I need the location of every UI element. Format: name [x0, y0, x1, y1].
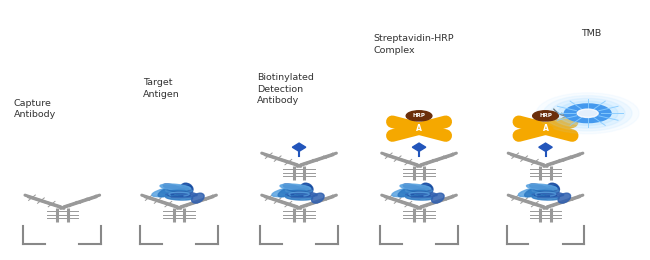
Ellipse shape — [283, 185, 296, 190]
Ellipse shape — [181, 183, 193, 194]
Ellipse shape — [172, 187, 188, 192]
Ellipse shape — [417, 191, 428, 199]
Ellipse shape — [192, 193, 204, 203]
Ellipse shape — [530, 184, 550, 192]
Text: TMB: TMB — [581, 29, 601, 38]
Ellipse shape — [177, 191, 187, 199]
Polygon shape — [292, 143, 306, 151]
Polygon shape — [539, 143, 552, 151]
Ellipse shape — [283, 184, 303, 192]
Ellipse shape — [530, 185, 543, 190]
Ellipse shape — [518, 187, 549, 197]
Ellipse shape — [538, 187, 554, 192]
Ellipse shape — [311, 193, 324, 203]
Ellipse shape — [406, 195, 433, 200]
Text: HRP: HRP — [539, 113, 552, 118]
Circle shape — [564, 104, 611, 123]
Ellipse shape — [412, 187, 428, 192]
Text: HRP: HRP — [413, 113, 426, 118]
Ellipse shape — [280, 184, 311, 190]
Ellipse shape — [294, 191, 317, 196]
Text: Capture
Antibody: Capture Antibody — [14, 99, 56, 119]
Ellipse shape — [175, 191, 197, 196]
Ellipse shape — [392, 187, 422, 197]
Ellipse shape — [543, 191, 554, 199]
Text: A: A — [543, 124, 549, 133]
Ellipse shape — [432, 193, 444, 203]
Ellipse shape — [160, 184, 190, 190]
Ellipse shape — [162, 185, 191, 193]
Ellipse shape — [400, 184, 430, 190]
Ellipse shape — [526, 184, 557, 190]
Ellipse shape — [421, 183, 433, 194]
Ellipse shape — [158, 188, 174, 197]
Text: Biotinylated
Detection
Antibody: Biotinylated Detection Antibody — [257, 73, 314, 105]
Circle shape — [406, 111, 432, 121]
Ellipse shape — [281, 185, 311, 193]
Circle shape — [577, 109, 598, 118]
Ellipse shape — [278, 188, 294, 197]
Ellipse shape — [152, 187, 183, 197]
Ellipse shape — [292, 187, 308, 192]
Circle shape — [533, 111, 558, 121]
Ellipse shape — [403, 185, 417, 190]
Ellipse shape — [541, 191, 564, 196]
Polygon shape — [412, 143, 426, 151]
Ellipse shape — [163, 185, 177, 190]
Ellipse shape — [403, 184, 423, 192]
Circle shape — [557, 101, 618, 125]
Circle shape — [538, 126, 552, 132]
Ellipse shape — [272, 187, 303, 197]
Text: Streptavidin-HRP
Complex: Streptavidin-HRP Complex — [374, 34, 454, 55]
Ellipse shape — [525, 188, 541, 197]
Ellipse shape — [547, 183, 560, 194]
Ellipse shape — [297, 191, 307, 199]
Circle shape — [536, 93, 639, 134]
Ellipse shape — [558, 193, 571, 203]
Circle shape — [551, 98, 625, 128]
Circle shape — [412, 126, 426, 132]
Ellipse shape — [415, 191, 437, 196]
Ellipse shape — [532, 195, 559, 200]
Ellipse shape — [285, 195, 313, 200]
Text: Target
Antigen: Target Antigen — [144, 78, 180, 99]
Text: A: A — [416, 124, 422, 133]
Ellipse shape — [163, 184, 183, 192]
Circle shape — [564, 104, 611, 123]
Ellipse shape — [402, 185, 431, 193]
Ellipse shape — [398, 188, 414, 197]
Ellipse shape — [301, 183, 313, 194]
Circle shape — [543, 96, 632, 131]
Ellipse shape — [528, 185, 558, 193]
Ellipse shape — [166, 195, 192, 200]
